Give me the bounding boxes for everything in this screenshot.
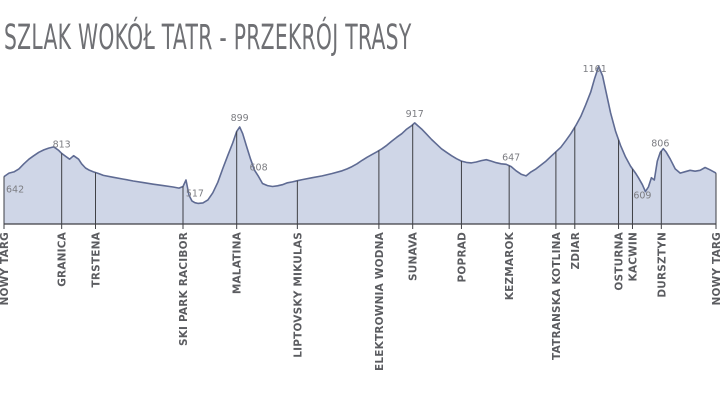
chart-title: SZLAK WOKÓŁ TATR - PRZEKRÓJ TRASY bbox=[4, 18, 412, 58]
stop-label: NOWY TARG bbox=[0, 232, 11, 306]
stop-label: MALATINA bbox=[232, 231, 244, 294]
stop-label: NOWY TARG bbox=[711, 232, 720, 306]
stop-label: KACWIN bbox=[627, 232, 639, 281]
stop-label: SUNAVA bbox=[408, 231, 420, 281]
stop-label: POPRAD bbox=[456, 232, 468, 283]
elevation-label: 899 bbox=[231, 113, 249, 124]
elevation-label: 806 bbox=[651, 138, 669, 149]
elevation-label: 647 bbox=[502, 153, 520, 164]
elevation-label: 517 bbox=[186, 189, 204, 200]
elevation-area bbox=[4, 66, 716, 225]
stop-label: KEZMAROK bbox=[504, 231, 516, 300]
elevation-label: 608 bbox=[249, 163, 267, 174]
stop-label: TRSTENA bbox=[90, 231, 102, 287]
stop-label: ELEKTROWNIA WODNA bbox=[374, 231, 386, 371]
elevation-line bbox=[3, 65, 717, 205]
elevation-label: 813 bbox=[53, 139, 71, 150]
stop-label: SKI PARK RACIBOR bbox=[178, 232, 190, 346]
elevation-label: 609 bbox=[633, 191, 651, 202]
elevation-label: 1161 bbox=[583, 64, 607, 75]
elevation-label: 917 bbox=[406, 109, 424, 120]
stop-label: ZDIAR bbox=[570, 232, 582, 269]
stop-label: GRANICA bbox=[57, 231, 69, 286]
stop-label: OSTURNA bbox=[614, 231, 626, 290]
stop-label: TATRANSKA KOTLINA bbox=[551, 231, 563, 360]
elevation-label: 642 bbox=[6, 185, 24, 196]
stop-label: DURSZTYN bbox=[656, 232, 668, 298]
stop-label: LIPTOVSKY MIKULAS bbox=[292, 232, 304, 358]
